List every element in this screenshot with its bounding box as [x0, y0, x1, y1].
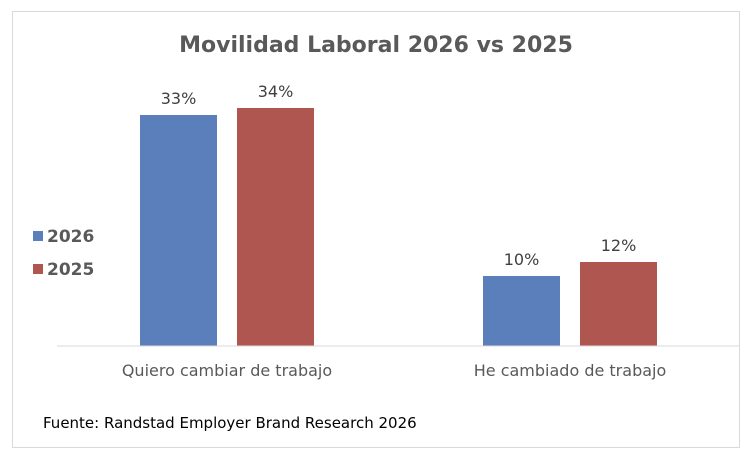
legend-label-2025: 2025	[47, 260, 94, 280]
chart-title: Movilidad Laboral 2026 vs 2025	[179, 33, 573, 58]
data-label-2026-2: 10%	[504, 250, 540, 269]
bars-group: 33% 34% 10% 12%	[140, 82, 657, 346]
legend-swatch-2026	[33, 231, 43, 241]
bar-2025-2	[580, 262, 657, 346]
source-footnote: Fuente: Randstad Employer Brand Research…	[43, 414, 417, 432]
bar-2025-1	[237, 108, 314, 346]
data-label-2025-2: 12%	[601, 236, 637, 255]
bar-2026-2	[483, 276, 560, 346]
chart-frame	[12, 11, 740, 448]
bar-2026-1	[140, 115, 217, 346]
x-tick-label-1: Quiero cambiar de trabajo	[122, 361, 332, 380]
data-label-2025-1: 34%	[258, 82, 294, 101]
x-tick-label-2: He cambiado de trabajo	[474, 361, 667, 380]
legend: 2026 2025	[33, 227, 94, 280]
x-axis-labels: Quiero cambiar de trabajo He cambiado de …	[122, 361, 666, 380]
legend-label-2026: 2026	[47, 227, 94, 247]
legend-swatch-2025	[33, 264, 43, 274]
data-label-2026-1: 33%	[161, 89, 197, 108]
